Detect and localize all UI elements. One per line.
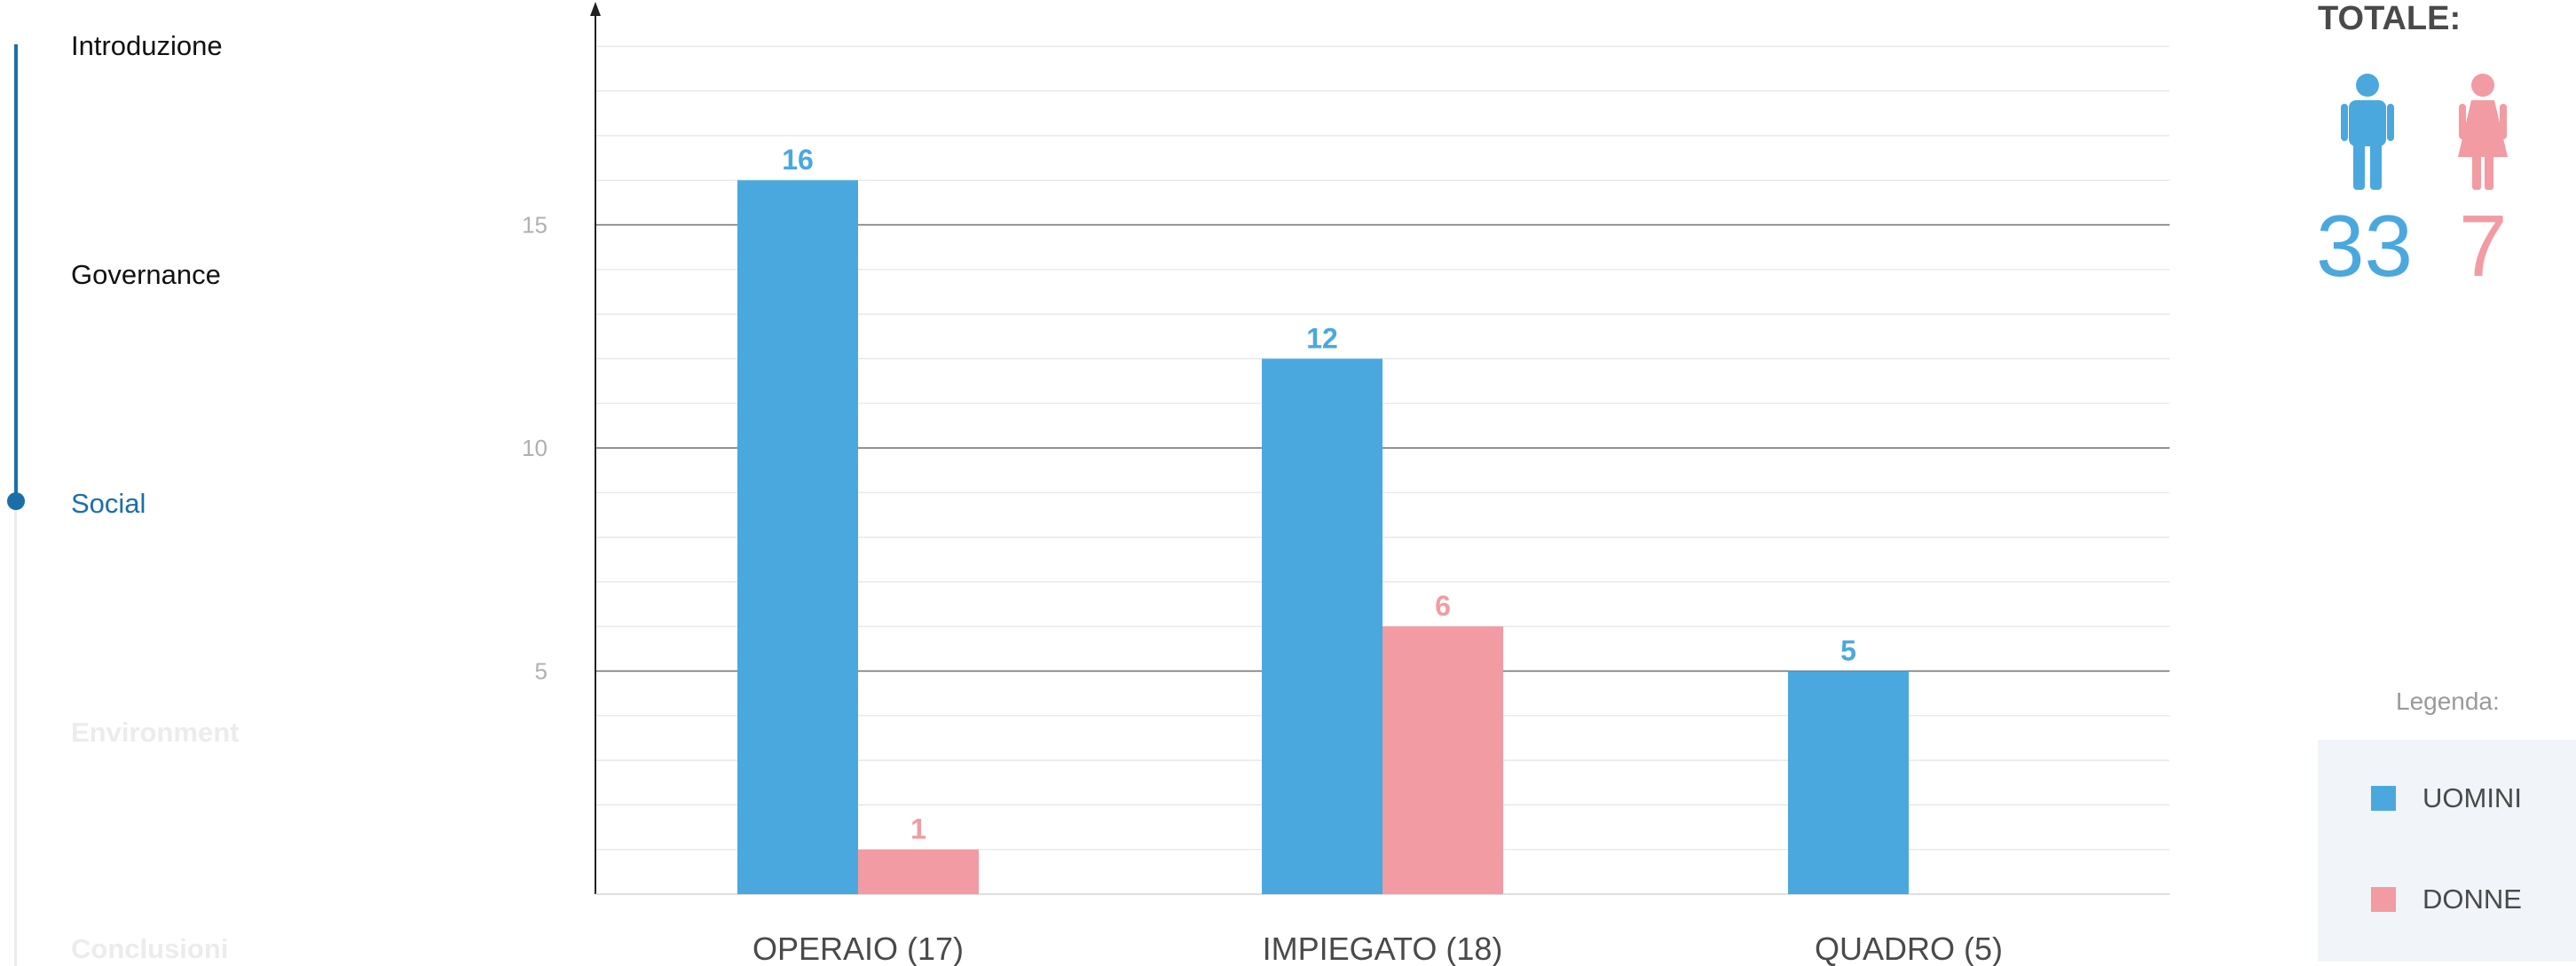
x-category-label: IMPIEGATO (18) bbox=[1263, 931, 1503, 966]
totale-title: TOTALE: bbox=[2318, 0, 2461, 38]
bar-uomini bbox=[1788, 671, 1909, 895]
legend-item-uomini: UOMINI bbox=[2371, 782, 2522, 814]
bar-value-label: 12 bbox=[1306, 322, 1338, 354]
legend-label-uomini: UOMINI bbox=[2422, 782, 2522, 814]
legend-label-donne: DONNE bbox=[2422, 884, 2522, 915]
bar-value-label: 5 bbox=[1840, 635, 1856, 667]
legend: UOMINI DONNE bbox=[2318, 740, 2576, 962]
men-total: 33 bbox=[2316, 202, 2413, 289]
bar-donne bbox=[858, 850, 979, 894]
bar-uomini bbox=[737, 180, 858, 894]
legend-swatch-uomini bbox=[2371, 786, 2396, 811]
man-icon bbox=[2341, 73, 2394, 190]
x-category-label: OPERAIO (17) bbox=[752, 931, 964, 966]
y-axis-arrow bbox=[590, 2, 601, 16]
y-tick-label: 15 bbox=[522, 212, 547, 239]
bar-uomini bbox=[1262, 358, 1383, 894]
bar-value-label: 6 bbox=[1435, 590, 1451, 622]
legend-item-donne: DONNE bbox=[2371, 884, 2522, 915]
y-tick-label: 5 bbox=[535, 658, 547, 685]
bar-value-label: 16 bbox=[782, 144, 814, 176]
y-tick-label: 10 bbox=[522, 435, 547, 461]
bar-donne bbox=[1383, 626, 1503, 894]
bar-value-label: 1 bbox=[910, 813, 926, 845]
legend-title: Legenda: bbox=[2396, 687, 2500, 716]
legend-swatch-donne bbox=[2371, 887, 2396, 912]
women-total: 7 bbox=[2459, 202, 2508, 289]
bar-chart: 5 10 15 16 1 OPERAIO (17) 12 6 IMPIEGATO (18) 5 QU… bbox=[0, 0, 2307, 966]
woman-icon bbox=[2456, 73, 2509, 190]
x-category-label: QUADRO (5) bbox=[1815, 931, 2003, 966]
